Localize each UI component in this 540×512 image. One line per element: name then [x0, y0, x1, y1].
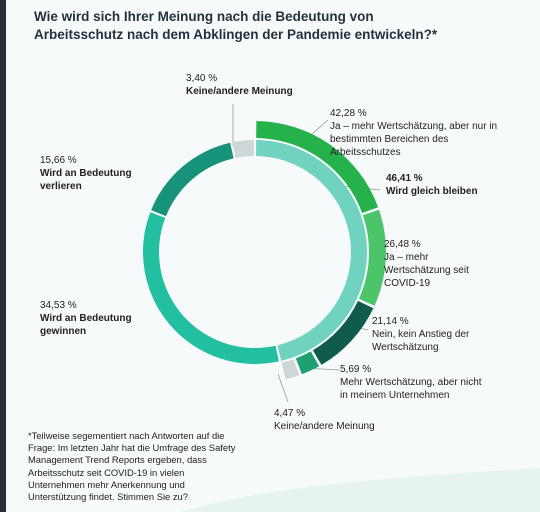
chart-title: Wie wird sich Ihrer Meinung nach die Bed…	[34, 9, 438, 42]
inner-slice-keine-andere-meinung	[232, 140, 254, 158]
label-ja-bestimmte-bereiche: 42,28 % Ja – mehr Wertschätzung, aber nu…	[330, 108, 498, 158]
left-frame-border	[0, 0, 6, 512]
connector-l1	[311, 119, 329, 135]
outer-slice-nein-kein-anstieg-der-wertsch-tzung	[312, 300, 374, 365]
decorative-wave	[180, 468, 540, 512]
outer-slice-keine-andere-meinung	[281, 359, 300, 380]
label-wird-an-bedeutung-verlieren: 15,66 % Wird an Bedeutung verlieren	[40, 155, 132, 192]
label-nein-kein-anstieg: 21,14 % Nein, kein Anstieg der Wertschät…	[372, 316, 470, 353]
label-nicht-in-meinem-unternehmen: 5,69 % Mehr Wertschätzung, aber nicht in…	[340, 364, 482, 401]
outer-slice-ja-mehr-wertsch-tzung-aber-nur-in-bestimmten-bereichen-des-arbeitsschutzes	[256, 121, 379, 214]
outer-slice-ja-mehr-wertsch-tzung-seit-covid-19	[358, 209, 387, 306]
label-wird-gleich-bleiben: 46,41 % Wird gleich bleiben	[386, 173, 478, 197]
inner-slice-wird-an-bedeutung-gewinnen	[143, 212, 279, 364]
outer-slice-mehr-wertsch-tzung-aber-nicht-in-meinem-unternehmen	[295, 351, 320, 375]
label-ja-seit-covid: 26,48 % Ja – mehr Wertschätzung seit COV…	[384, 239, 469, 289]
label-keine-meinung-outer: 4,47 % Keine/andere Meinung	[274, 408, 375, 432]
inner-slice-wird-gleich-bleiben	[256, 140, 368, 361]
inner-slice-wird-an-bedeutung-verlieren	[151, 142, 234, 217]
label-wird-an-bedeutung-gewinnen: 34,53 % Wird an Bedeutung gewinnen	[40, 300, 132, 337]
footnote: *Teilweise segementiert nach Antworten a…	[28, 430, 236, 503]
connector-l6	[277, 373, 289, 403]
label-keine-meinung-inner: 3,40 % Keine/andere Meinung	[186, 73, 293, 97]
